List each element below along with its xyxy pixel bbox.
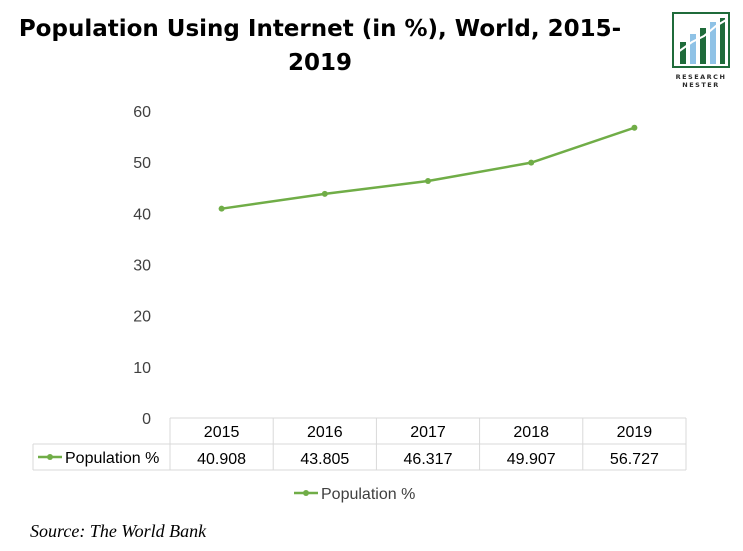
y-tick-label: 50 (133, 155, 151, 172)
x-category-label: 2015 (204, 424, 240, 441)
y-tick-label: 30 (133, 258, 151, 275)
data-point (528, 159, 535, 166)
chart-title-line2: 2019 (287, 50, 352, 76)
legend-label: Population % (321, 486, 415, 503)
x-category-label: 2018 (513, 424, 549, 441)
data-value-label: 56.727 (610, 451, 659, 468)
table-legend-key-marker (47, 454, 53, 460)
y-tick-label: 60 (133, 104, 151, 121)
data-point (631, 124, 638, 131)
data-value-label: 49.907 (507, 451, 556, 468)
chart-title: Population Using Internet (in %), World,… (0, 12, 640, 80)
data-point (218, 205, 225, 212)
y-tick-label: 10 (133, 360, 151, 377)
research-nester-logo: RESEARCH NESTER (672, 12, 730, 89)
y-tick-label: 0 (142, 411, 151, 428)
logo-text-nester: NESTER (682, 81, 720, 89)
source-note: Source: The World Bank (30, 521, 207, 541)
x-category-label: 2017 (410, 424, 446, 441)
chart-title-line1: Population Using Internet (in %), World,… (18, 16, 622, 42)
data-point (425, 178, 431, 185)
y-tick-label: 40 (133, 206, 151, 223)
y-tick-label: 20 (133, 309, 151, 326)
series-line-population (221, 126, 635, 210)
data-point (321, 190, 328, 197)
x-category-label: 2016 (307, 424, 343, 441)
data-value-label: 43.805 (300, 451, 349, 468)
logo-text-research: RESEARCH (675, 73, 727, 81)
x-category-label: 2019 (617, 424, 653, 441)
data-value-label: 46.317 (404, 451, 453, 468)
legend-key-marker (303, 490, 309, 496)
bar-chart-logo-icon (672, 12, 730, 68)
table-series-name: Population % (65, 450, 159, 467)
data-value-label: 40.908 (197, 451, 246, 468)
